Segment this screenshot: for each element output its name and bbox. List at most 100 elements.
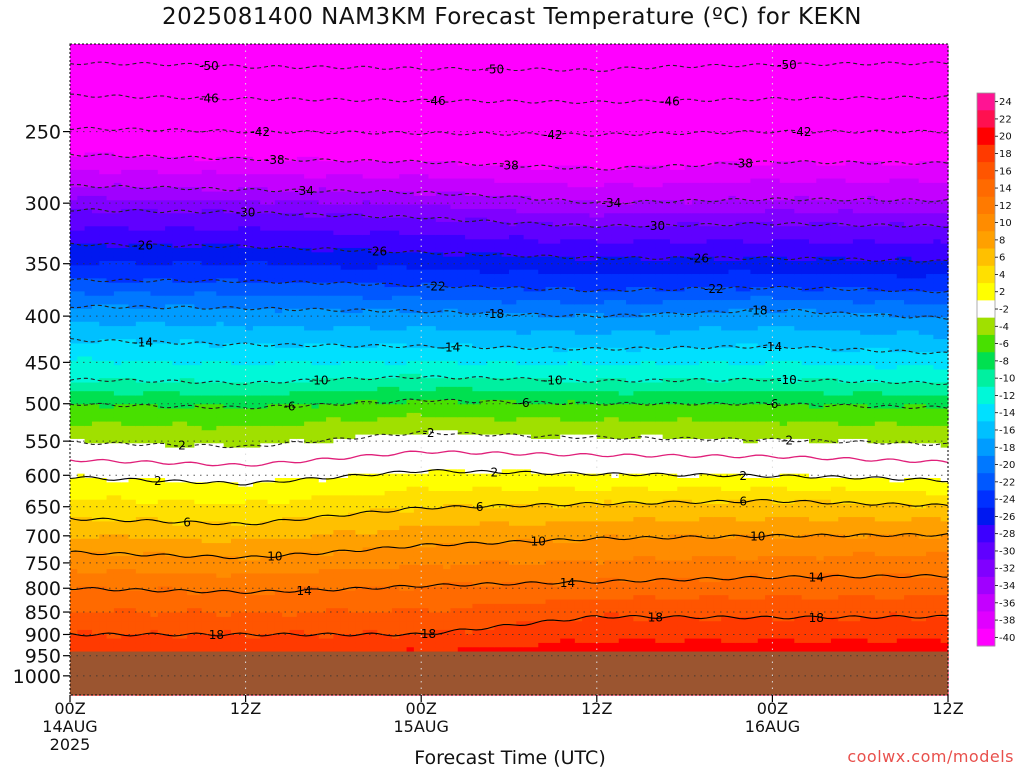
temperature-cell [77, 53, 85, 58]
temperature-cell [260, 192, 268, 197]
temperature-cell [114, 100, 122, 105]
temperature-cell [92, 144, 100, 149]
temperature-cell [231, 83, 239, 88]
temperature-cell [238, 626, 246, 631]
temperature-cell [187, 465, 195, 470]
temperature-cell [180, 179, 188, 184]
temperature-cell [275, 192, 283, 197]
temperature-cell [224, 552, 232, 557]
temperature-cell [92, 569, 100, 574]
temperature-cell [114, 543, 122, 548]
temperature-cell [136, 430, 144, 435]
temperature-cell [77, 530, 85, 535]
temperature-cell [216, 469, 224, 474]
temperature-cell [121, 582, 129, 587]
temperature-cell [282, 213, 290, 218]
temperature-cell [231, 153, 239, 158]
temperature-cell [268, 53, 276, 58]
temperature-cell [107, 231, 115, 236]
temperature-cell [121, 565, 129, 570]
temperature-cell [202, 261, 210, 266]
temperature-cell [180, 213, 188, 218]
temperature-cell [246, 53, 254, 58]
temperature-cell [268, 79, 276, 84]
temperature-cell [275, 452, 283, 457]
temperature-cell [99, 352, 107, 357]
temperature-cell [187, 179, 195, 184]
temperature-cell [194, 530, 202, 535]
temperature-cell [165, 322, 173, 327]
temperature-cell [143, 469, 151, 474]
temperature-cell [165, 74, 173, 79]
temperature-cell [129, 313, 137, 318]
temperature-cell [282, 218, 290, 223]
temperature-cell [150, 639, 158, 644]
temperature-cell [194, 278, 202, 283]
temperature-cell [268, 218, 276, 223]
temperature-cell [143, 647, 151, 652]
temperature-cell [158, 309, 166, 314]
temperature-cell [209, 135, 217, 140]
temperature-cell [216, 252, 224, 257]
temperature-cell [99, 604, 107, 609]
temperature-cell [224, 317, 232, 322]
temperature-cell [70, 144, 78, 149]
temperature-cell [129, 361, 137, 366]
temperature-cell [268, 44, 276, 49]
temperature-cell [297, 166, 305, 171]
temperature-cell [107, 608, 115, 613]
temperature-cell [260, 578, 268, 583]
temperature-cell [150, 647, 158, 652]
temperature-cell [129, 231, 137, 236]
temperature-cell [282, 613, 290, 618]
temperature-cell [187, 391, 195, 396]
temperature-cell [216, 218, 224, 223]
temperature-cell [158, 391, 166, 396]
temperature-cell [114, 322, 122, 327]
temperature-cell [187, 617, 195, 622]
temperature-cell [311, 239, 319, 244]
temperature-cell [268, 252, 276, 257]
temperature-cell [268, 335, 276, 340]
temperature-cell [202, 296, 210, 301]
temperature-cell [282, 74, 290, 79]
temperature-cell [107, 604, 115, 609]
temperature-cell [187, 226, 195, 231]
temperature-cell [202, 235, 210, 240]
temperature-cell [136, 148, 144, 153]
temperature-cell [194, 365, 202, 370]
temperature-cell [282, 617, 290, 622]
temperature-cell [143, 300, 151, 305]
temperature-cell [282, 222, 290, 227]
temperature-cell [136, 183, 144, 188]
temperature-cell [121, 222, 129, 227]
temperature-cell [194, 170, 202, 175]
temperature-cell [107, 348, 115, 353]
temperature-cell [260, 608, 268, 613]
temperature-cell [282, 270, 290, 275]
temperature-cell [158, 543, 166, 548]
temperature-cell [253, 330, 261, 335]
temperature-cell [180, 274, 188, 279]
temperature-cell [70, 578, 78, 583]
temperature-cell [275, 613, 283, 618]
temperature-cell [260, 426, 268, 431]
temperature-cell [290, 578, 298, 583]
temperature-cell [70, 139, 78, 144]
temperature-cell [290, 387, 298, 392]
temperature-cell [129, 539, 137, 544]
temperature-cell [187, 218, 195, 223]
temperature-cell [268, 539, 276, 544]
temperature-cell [311, 92, 319, 97]
temperature-cell [92, 452, 100, 457]
temperature-cell [282, 465, 290, 470]
temperature-cell [158, 365, 166, 370]
temperature-cell [268, 387, 276, 392]
temperature-cell [150, 283, 158, 288]
temperature-cell [311, 170, 319, 175]
temperature-cell [77, 491, 85, 496]
temperature-cell [194, 617, 202, 622]
temperature-cell [290, 92, 298, 97]
temperature-cell [143, 309, 151, 314]
temperature-cell [260, 309, 268, 314]
